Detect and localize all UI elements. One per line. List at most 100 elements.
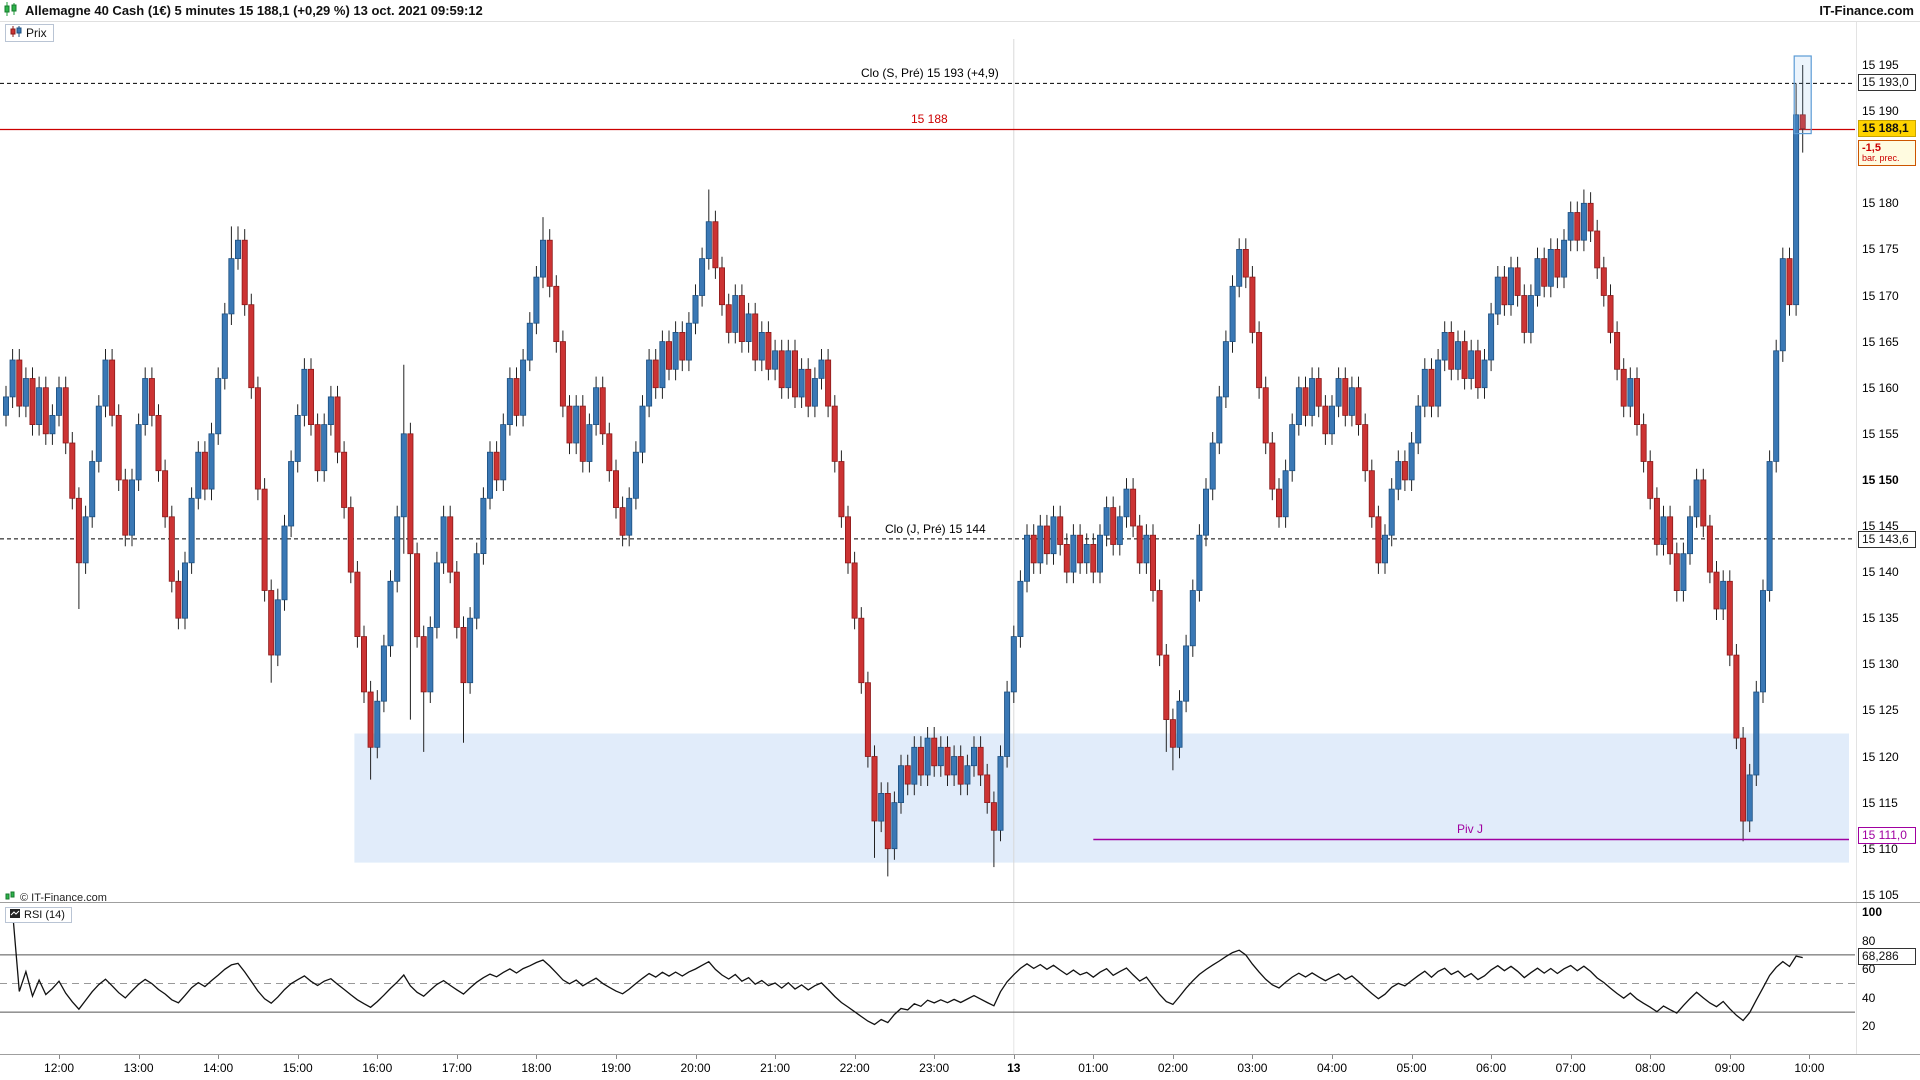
time-tick: 20:00 <box>680 1061 711 1075</box>
price-tick: 15 180 <box>1862 196 1899 211</box>
time-tick: 13 <box>1007 1061 1021 1075</box>
time-tick: 06:00 <box>1476 1061 1507 1075</box>
time-tick-mark <box>1252 1055 1254 1059</box>
price-legend-chip[interactable]: Prix <box>5 24 54 42</box>
time-axis[interactable]: 12:00 13:00 14:00 15:00 16:00 17:00 18:00 19:00… <box>0 1055 1856 1080</box>
candlestick-icon <box>10 26 22 40</box>
time-tick-mark <box>536 1055 538 1059</box>
time-tick: 22:00 <box>839 1061 870 1075</box>
price-tick: 15 125 <box>1862 703 1899 718</box>
alert-line-label: 15 188 <box>911 112 948 126</box>
chart-title: Allemagne 40 Cash (1€) 5 minutes 15 188,… <box>25 3 483 18</box>
price-legend-label: Prix <box>26 26 47 40</box>
rsi-indicator-icon <box>10 909 20 921</box>
time-tick-mark <box>377 1055 379 1059</box>
rsi-legend-chip[interactable]: RSI (14) <box>5 907 72 923</box>
time-tick-mark <box>1013 1055 1015 1059</box>
time-tick: 23:00 <box>919 1061 950 1075</box>
price-tick: 15 105 <box>1862 887 1899 902</box>
price-tick: 15 135 <box>1862 611 1899 626</box>
time-tick: 03:00 <box>1237 1061 1268 1075</box>
price-tick: 15 155 <box>1862 426 1899 441</box>
time-tick-mark <box>615 1055 617 1059</box>
panel-separator <box>0 902 1920 903</box>
bar-change-badge: -1,5 bar. prec. <box>1858 139 1916 166</box>
price-tick: 15 145 <box>1862 519 1899 533</box>
rsi-tick: 60 <box>1862 962 1876 977</box>
time-tick-mark <box>1491 1055 1493 1059</box>
time-tick-mark <box>1411 1055 1413 1059</box>
pivot-line-label: Piv J <box>1457 822 1484 836</box>
price-tick: 15 110 <box>1862 841 1898 856</box>
time-tick-mark <box>218 1055 220 1059</box>
rsi-tick: 80 <box>1862 933 1876 948</box>
price-tick: 15 140 <box>1862 565 1899 580</box>
time-tick-mark <box>456 1055 458 1059</box>
last-price-axis-badge: 15 188,1 <box>1858 119 1916 137</box>
time-tick-mark <box>1093 1055 1095 1059</box>
candlestick-series[interactable] <box>3 114 1806 850</box>
time-tick-mark <box>1570 1055 1572 1059</box>
rsi-tick: 100 <box>1862 905 1883 919</box>
rsi-tick: 20 <box>1862 1019 1876 1034</box>
copyright-note: © IT-Finance.com <box>5 891 107 904</box>
price-tick: 15 165 <box>1862 334 1899 349</box>
time-tick-mark <box>297 1055 299 1059</box>
time-tick-mark <box>854 1055 856 1059</box>
copyright-text: © IT-Finance.com <box>20 891 107 904</box>
time-tick: 18:00 <box>521 1061 552 1075</box>
time-tick: 12:00 <box>44 1061 75 1075</box>
time-tick-mark <box>138 1055 140 1059</box>
price-tick: 15 120 <box>1862 749 1899 764</box>
time-axis-separator <box>0 1054 1920 1055</box>
rsi-chart[interactable] <box>0 903 1856 1054</box>
day-close-line-label: Clo (J, Pré) 15 144 <box>885 522 986 536</box>
time-tick: 07:00 <box>1555 1061 1586 1075</box>
time-tick: 04:00 <box>1316 1061 1348 1075</box>
time-tick: 10:00 <box>1794 1061 1825 1075</box>
header-separator <box>0 21 1920 22</box>
rsi-line <box>11 911 1803 1026</box>
price-tick: 15 175 <box>1862 242 1899 257</box>
pivot-axis-badge: 15 111,0 <box>1858 827 1916 845</box>
current-candle-selection <box>1793 55 1812 135</box>
time-tick-mark <box>1729 1055 1731 1059</box>
time-tick: 13:00 <box>123 1061 154 1075</box>
price-tick: 15 195 <box>1862 58 1899 72</box>
itfinance-watermark: IT-Finance.com <box>1819 3 1914 18</box>
bar-change-value: -1,5 <box>1862 141 1881 154</box>
instrument-icon <box>4 2 19 19</box>
time-tick: 14:00 <box>203 1061 234 1075</box>
price-tick: 15 170 <box>1862 288 1899 303</box>
rsi-value-badge: 68,286 <box>1858 948 1916 966</box>
price-tick: 15 160 <box>1862 380 1899 395</box>
rsi-tick: 40 <box>1862 990 1876 1005</box>
time-tick: 05:00 <box>1396 1061 1427 1075</box>
time-tick-mark <box>695 1055 697 1059</box>
price-tick: 15 130 <box>1862 657 1899 672</box>
axis-separator <box>1856 21 1857 1054</box>
price-tick: 15 190 <box>1862 104 1899 119</box>
price-chart[interactable] <box>0 0 1856 902</box>
time-tick-mark <box>1332 1055 1333 1059</box>
time-tick: 17:00 <box>441 1061 472 1075</box>
chart-header: Allemagne 40 Cash (1€) 5 minutes 15 188,… <box>0 0 1920 21</box>
price-tick: 15 115 <box>1862 795 1898 810</box>
time-tick: 08:00 <box>1635 1061 1666 1075</box>
time-tick: 01:00 <box>1078 1061 1109 1075</box>
time-tick: 16:00 <box>362 1061 393 1075</box>
time-tick: 02:00 <box>1157 1061 1188 1075</box>
time-tick-mark <box>1809 1055 1811 1059</box>
bar-change-caption: bar. prec. <box>1862 152 1900 163</box>
time-tick-mark <box>1650 1055 1652 1059</box>
price-tick: 15 150 <box>1862 472 1899 487</box>
time-tick-mark <box>775 1055 777 1059</box>
session-close-line-label: Clo (S, Pré) 15 193 (+4,9) <box>861 66 999 80</box>
time-tick: 19:00 <box>600 1061 631 1075</box>
time-tick-mark <box>1172 1055 1174 1059</box>
range-highlight-region <box>354 733 1849 863</box>
session-close-axis-badge: 15 193,0 <box>1858 74 1916 92</box>
itfinance-logo-icon <box>5 891 16 904</box>
day-close-axis-badge: 15 143,6 <box>1858 530 1916 548</box>
